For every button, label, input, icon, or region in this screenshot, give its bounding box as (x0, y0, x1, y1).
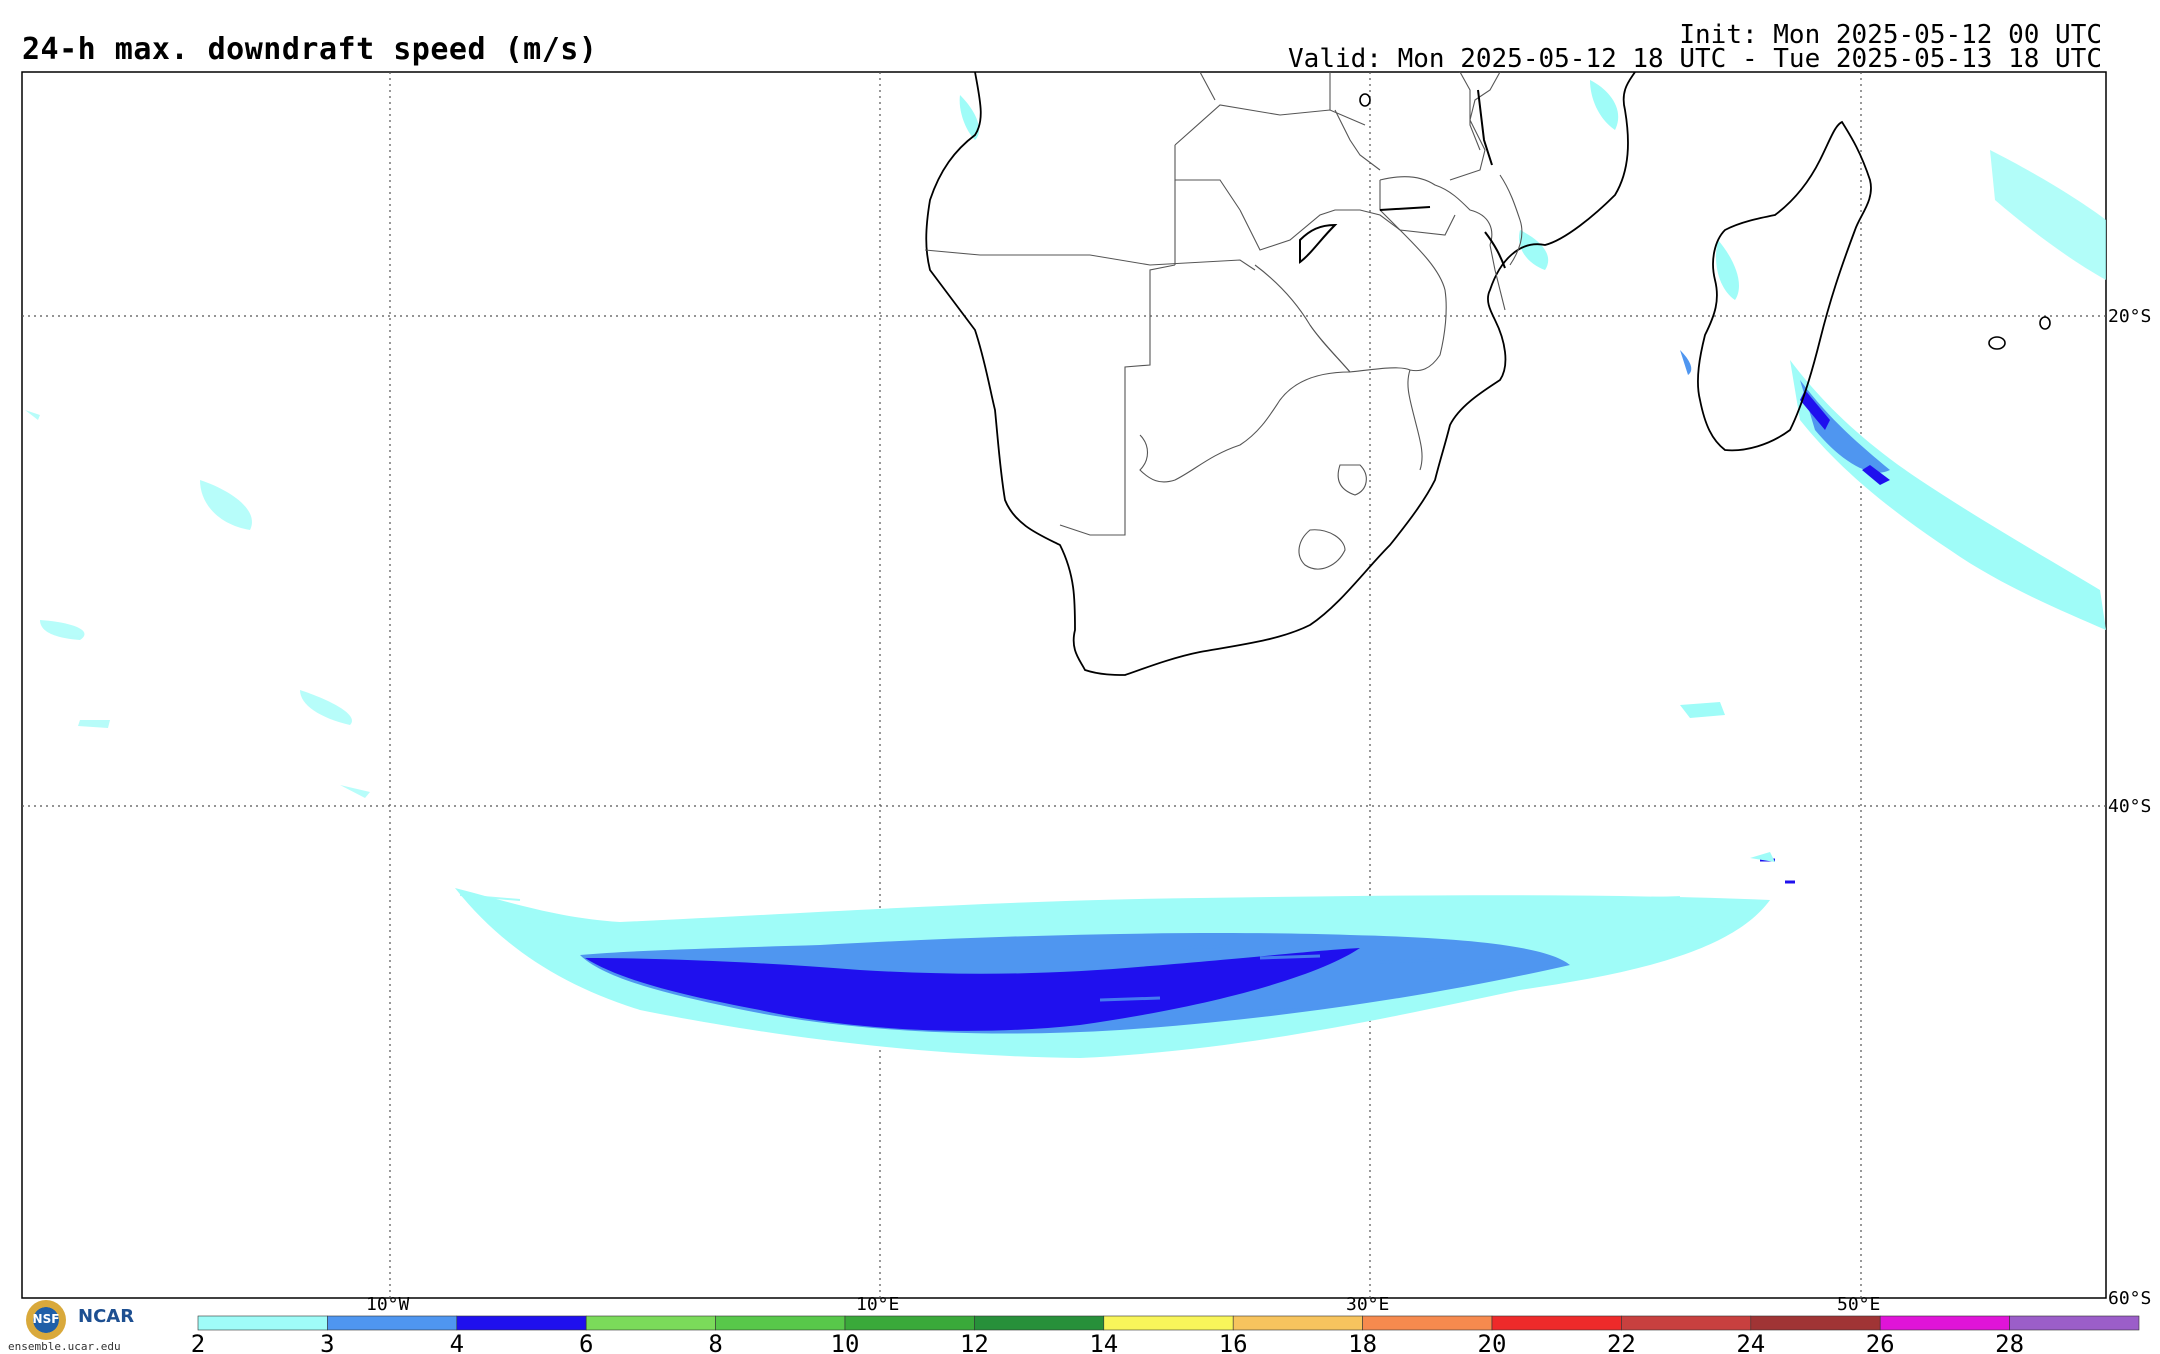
downdraft-band (455, 858, 1795, 1058)
colorbar-swatch-7 (1103, 1315, 1234, 1331)
lon-label-10e: 10°E (856, 1294, 899, 1315)
madagascar-coastline (1697, 120, 1872, 452)
colorbar-tick-2: 2 (191, 1330, 205, 1354)
colorbar-swatch-9 (1362, 1315, 1493, 1331)
scattered-cells-west (25, 410, 370, 798)
init-time: Init: Mon 2025-05-12 00 UTC (1679, 20, 2102, 50)
lon-label-50e: 50°E (1837, 1294, 1880, 1315)
site-url: ensemble.ucar.edu (8, 1340, 121, 1353)
colorbar-tick-16: 16 (1219, 1330, 1248, 1354)
colorbar-tick-20: 20 (1478, 1330, 1507, 1354)
colorbar-swatch-12 (1750, 1315, 1881, 1331)
colorbar-swatch-4 (715, 1315, 846, 1331)
colorbar-tick-28: 28 (1995, 1330, 2024, 1354)
lon-label-10w: 10°W (366, 1294, 410, 1315)
colorbar-swatch-10 (1491, 1315, 1622, 1331)
colorbar-swatch-11 (1621, 1315, 1752, 1331)
colorbar-swatch-0 (197, 1315, 328, 1331)
colorbar-tick-26: 26 (1866, 1330, 1895, 1354)
colorbar-tick-22: 22 (1607, 1330, 1636, 1354)
africa-coastline (925, 71, 1636, 676)
colorbar-tick-12: 12 (960, 1330, 989, 1354)
colorbar-tick-4: 4 (450, 1330, 464, 1354)
colorbar-tick-3: 3 (320, 1330, 334, 1354)
lon-label-30e: 30°E (1346, 1294, 1389, 1315)
colorbar-tick-10: 10 (831, 1330, 860, 1354)
country-borders (924, 71, 1523, 570)
lat-labels: 20°S 40°S 60°S (2108, 306, 2151, 1309)
colorbar-swatch-5 (844, 1315, 975, 1331)
scattered-cells-ne (959, 80, 2106, 862)
colorbar-tick-14: 14 (1089, 1330, 1118, 1354)
colorbar-tick-8: 8 (708, 1330, 722, 1354)
gridlines (22, 72, 2106, 1298)
valid-time: Valid: Mon 2025-05-12 18 UTC - Tue 2025-… (1288, 44, 2102, 74)
map-title: 24-h max. downdraft speed (m/s) (22, 32, 598, 67)
madagascar-streak (1790, 360, 2106, 630)
colorbar-swatch-3 (585, 1315, 716, 1331)
colorbar-swatch-14 (2009, 1315, 2140, 1331)
colorbar-swatch-13 (1879, 1315, 2010, 1331)
islands (1359, 93, 2051, 350)
lat-label-40s: 40°S (2108, 796, 2151, 817)
nsf-logo: NSF (26, 1300, 66, 1340)
colorbar-swatch-1 (327, 1315, 458, 1331)
map-frame (21, 71, 2107, 1299)
lakes (1299, 89, 1506, 269)
colorbar-swatch-6 (974, 1315, 1105, 1331)
ncar-logo: NCAR (78, 1306, 135, 1327)
lat-label-20s: 20°S (2108, 306, 2151, 327)
colorbar-swatch-2 (456, 1315, 587, 1331)
colorbar-tick-24: 24 (1736, 1330, 1765, 1354)
colorbar-tick-6: 6 (579, 1330, 593, 1354)
colorbar-swatch-8 (1232, 1315, 1363, 1331)
colorbar: 2 3 4 6 8 10 12 14 16 18 20 22 24 26 28 (191, 1315, 2140, 1354)
lat-label-60s: 60°S (2108, 1288, 2151, 1309)
lon-labels: 10°W 10°E 30°E 50°E (366, 1294, 1880, 1315)
colorbar-tick-18: 18 (1348, 1330, 1377, 1354)
